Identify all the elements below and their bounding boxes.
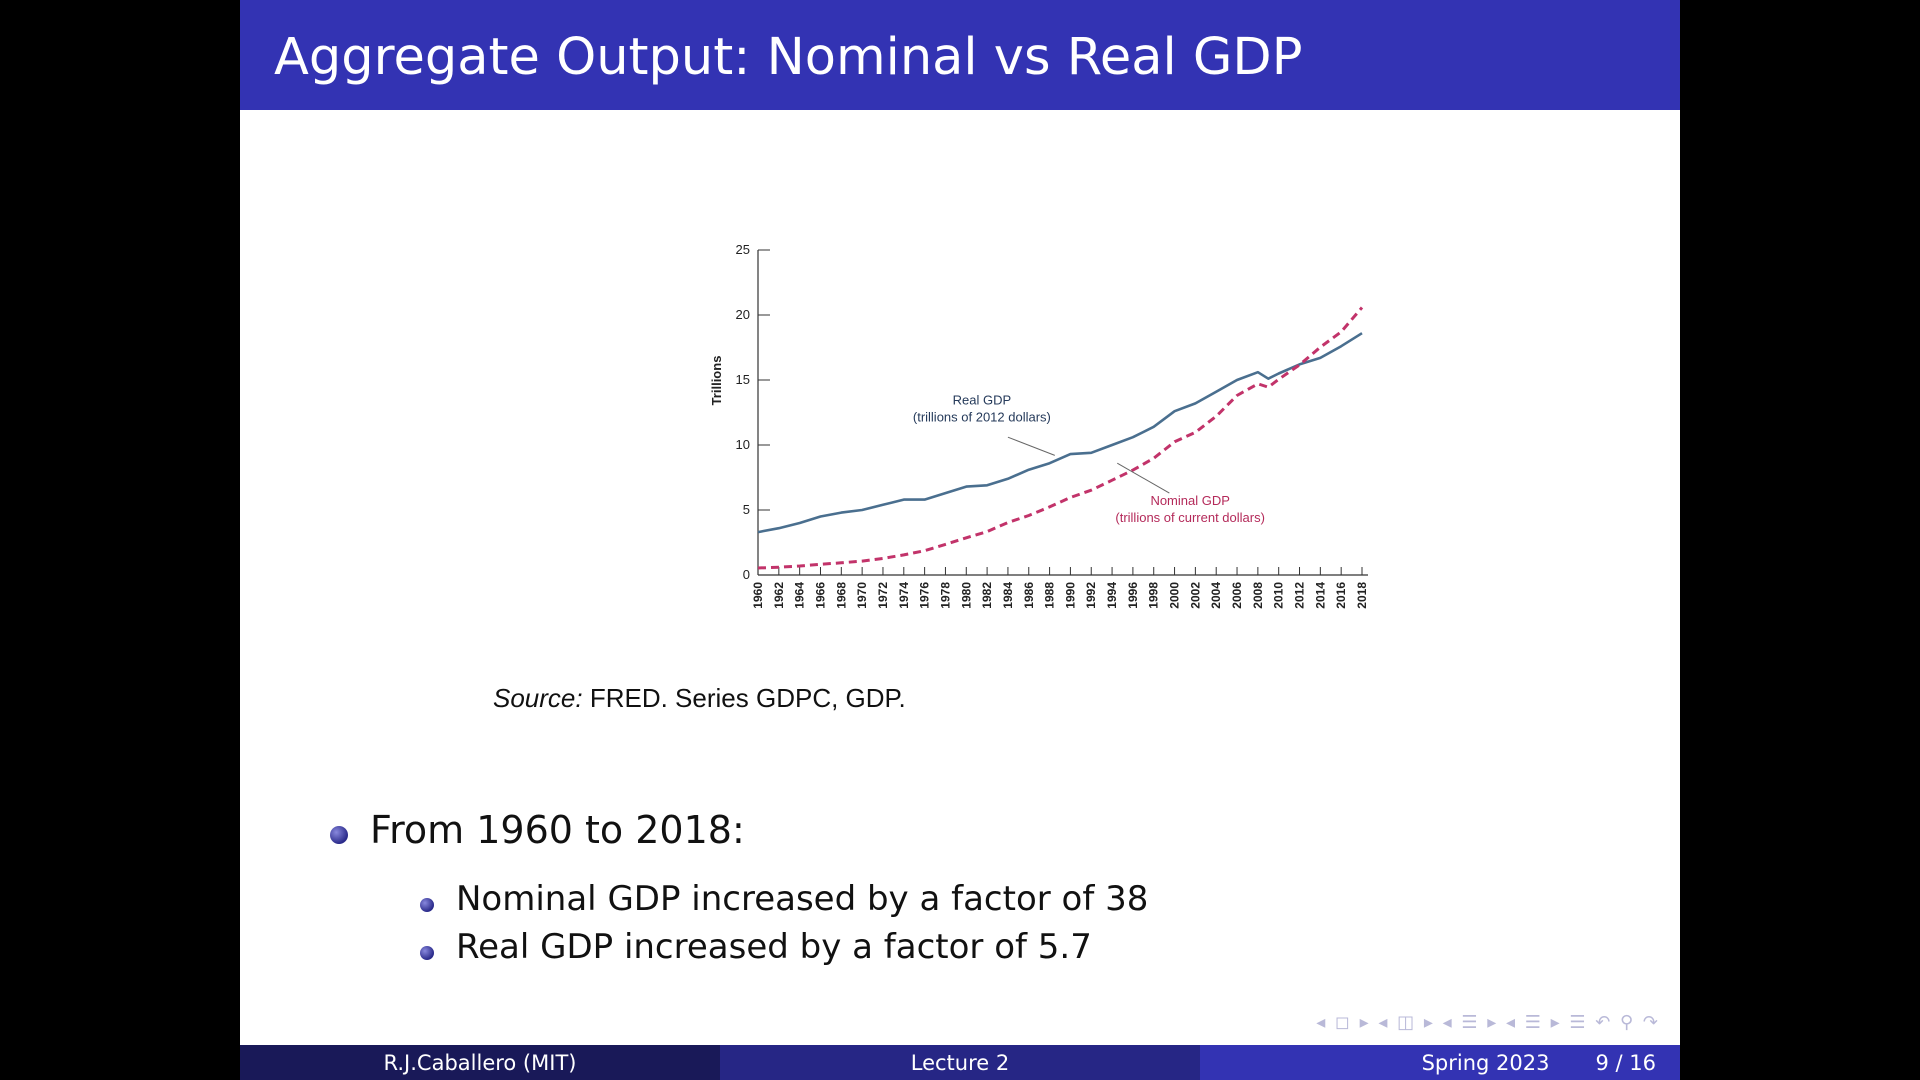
x-tick-label: 1992 bbox=[1084, 582, 1098, 609]
footer-author: R.J.Caballero (MIT) bbox=[240, 1045, 720, 1080]
nominal-gdp-annotation: Nominal GDP (trillions of current dollars… bbox=[1115, 493, 1265, 525]
beamer-navigation-bar[interactable]: ◂ ◻ ▸ ◂ ◫ ▸ ◂ ☰ ▸ ◂ ☰ ▸ ☰ ↶ ⚲ ↷ bbox=[1316, 1012, 1660, 1033]
x-tick-label: 1964 bbox=[793, 582, 807, 609]
footer-author-text: R.J.Caballero (MIT) bbox=[383, 1050, 577, 1075]
x-tick-label: 1984 bbox=[1001, 582, 1015, 609]
x-tick-label: 2018 bbox=[1355, 582, 1369, 609]
x-tick-label: 1980 bbox=[959, 582, 973, 609]
source-text: FRED. Series GDPC, GDP. bbox=[582, 683, 906, 713]
title-bar: Aggregate Output: Nominal vs Real GDP bbox=[240, 0, 1680, 110]
source-label: Source: bbox=[493, 683, 583, 713]
x-tick-label: 1966 bbox=[813, 582, 827, 609]
y-tick-label: 15 bbox=[736, 372, 750, 387]
sub-bullet-dot bbox=[420, 898, 434, 912]
y-tick-label: 5 bbox=[743, 502, 750, 517]
slide: Aggregate Output: Nominal vs Real GDP 0 5… bbox=[240, 0, 1680, 1080]
footer-bar: R.J.Caballero (MIT) Lecture 2 Spring 202… bbox=[240, 1045, 1680, 1080]
y-tick-label: 25 bbox=[736, 242, 750, 257]
footer-lecture-text: Lecture 2 bbox=[910, 1050, 1010, 1075]
y-tick-label: 10 bbox=[736, 437, 750, 452]
y-tick-label: 20 bbox=[736, 307, 750, 322]
real-gdp-leader bbox=[1007, 436, 1055, 456]
x-tick-label: 1972 bbox=[876, 582, 890, 609]
x-tick-label: 2002 bbox=[1188, 582, 1202, 609]
footer-lecture: Lecture 2 bbox=[720, 1045, 1200, 1080]
nominal-gdp-leader bbox=[1117, 462, 1170, 494]
y-tick-label: 0 bbox=[743, 567, 750, 582]
x-tick-label: 1962 bbox=[772, 582, 786, 609]
x-tick-label: 1960 bbox=[751, 582, 765, 609]
x-tick-label: 1976 bbox=[918, 582, 932, 609]
x-tick-label: 1996 bbox=[1126, 582, 1140, 609]
x-tick-label: 2008 bbox=[1251, 582, 1265, 609]
x-tick-label: 2000 bbox=[1168, 582, 1182, 609]
y-axis-label: Trillions bbox=[709, 356, 724, 406]
gdp-chart: 0 5 10 15 20 25 Trillions 1960 1962 1964 1966 1968… bbox=[709, 242, 1369, 609]
x-tick-label: 1986 bbox=[1022, 582, 1036, 609]
x-tick-label: 1974 bbox=[897, 582, 911, 609]
x-tick-label: 2012 bbox=[1293, 582, 1307, 609]
series-annotations: Real GDP (trillions of 2012 dollars) Nomin… bbox=[913, 393, 1265, 525]
real-gdp-annotation: Real GDP (trillions of 2012 dollars) bbox=[913, 393, 1051, 425]
x-tick-label: 1994 bbox=[1105, 582, 1119, 609]
series-lines bbox=[757, 306, 1364, 570]
bullet-main: From 1960 to 2018: bbox=[370, 808, 745, 852]
nominal-gdp-line bbox=[757, 306, 1364, 570]
x-tick-label: 1990 bbox=[1063, 582, 1077, 609]
slide-title: Aggregate Output: Nominal vs Real GDP bbox=[274, 28, 1303, 87]
real-gdp-line bbox=[757, 332, 1363, 534]
bullet-sub-nominal: Nominal GDP increased by a factor of 38 bbox=[456, 879, 1149, 919]
x-tick-label: 1982 bbox=[980, 582, 994, 609]
y-axis: 0 5 10 15 20 25 Trillions bbox=[709, 242, 770, 582]
x-axis: 1960 1962 1964 1966 1968 1970 1972 1974 1976 1978… bbox=[751, 567, 1369, 609]
x-tick-label: 2016 bbox=[1334, 582, 1348, 609]
sub-bullet-dot bbox=[420, 946, 434, 960]
x-tick-label: 1998 bbox=[1147, 582, 1161, 609]
footer-term: Spring 2023 bbox=[1421, 1050, 1550, 1075]
x-tick-label: 1978 bbox=[938, 582, 952, 609]
bullet-dot bbox=[330, 826, 348, 844]
x-tick-label: 2010 bbox=[1272, 582, 1286, 609]
x-tick-label: 2004 bbox=[1209, 582, 1223, 609]
footer-page-number: 9 / 16 bbox=[1595, 1050, 1656, 1075]
x-tick-label: 1988 bbox=[1043, 582, 1057, 609]
source-note: Source: FRED. Series GDPC, GDP. bbox=[493, 683, 906, 714]
footer-term-page: Spring 2023 9 / 16 bbox=[1200, 1045, 1680, 1080]
x-tick-label: 1968 bbox=[834, 582, 848, 609]
x-tick-label: 2014 bbox=[1313, 582, 1327, 609]
x-tick-label: 1970 bbox=[855, 582, 869, 609]
x-tick-label: 2006 bbox=[1230, 582, 1244, 609]
bullet-sub-real: Real GDP increased by a factor of 5.7 bbox=[456, 927, 1092, 967]
